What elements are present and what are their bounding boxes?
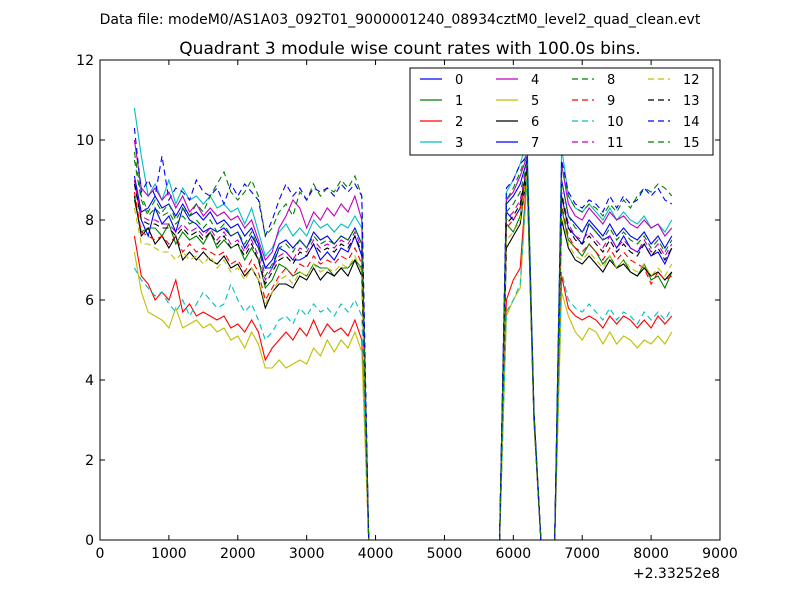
data-file-suptitle: Data file: modeM0/AS1A03_092T01_90000012…: [100, 12, 701, 28]
x-tick-label: 4000: [358, 546, 394, 562]
legend-item: 14: [648, 115, 700, 130]
legend-label: 6: [531, 115, 539, 130]
legend-item: 11: [572, 136, 624, 151]
legend-item: 7: [496, 136, 539, 151]
x-tick-label: 7000: [564, 546, 600, 562]
y-tick-label: 10: [76, 133, 94, 149]
x-tick-label: 6000: [496, 546, 532, 562]
y-tick-label: 2: [85, 453, 94, 469]
legend-item: 8: [572, 73, 615, 88]
y-tick-label: 4: [85, 373, 94, 389]
series-line-15: [133, 159, 673, 541]
x-offset-label: +2.33252e8: [633, 566, 720, 582]
legend-item: 3: [420, 136, 463, 151]
legend-label: 7: [531, 136, 539, 151]
x-tick-label: 1000: [151, 546, 187, 562]
x-tick-label: 5000: [427, 546, 463, 562]
legend-label: 1: [455, 94, 463, 109]
chart-title: Quadrant 3 module wise count rates with …: [179, 39, 640, 59]
legend-label: 11: [607, 136, 624, 151]
legend-label: 3: [455, 136, 463, 151]
legend-label: 8: [607, 73, 615, 88]
y-tick-label: 8: [85, 213, 94, 229]
legend-label: 12: [683, 73, 700, 88]
legend-item: 0: [420, 73, 463, 88]
legend-box: [409, 67, 714, 156]
legend-item: 5: [496, 94, 539, 109]
legend-label: 10: [607, 115, 624, 130]
y-tick-label: 6: [85, 293, 94, 309]
y-tick-label: 12: [76, 53, 94, 69]
legend-label: 5: [531, 94, 539, 109]
legend-item: 1: [420, 94, 463, 109]
x-tick-label: 9000: [702, 546, 738, 562]
legend-item: 13: [648, 94, 700, 109]
x-axis: 0 1000 2000 3000 4000 5000 6000 7000 8000 9000: [96, 60, 738, 562]
legend-label: 2: [455, 115, 463, 130]
legend-item: 9: [572, 94, 615, 109]
x-tick-label: 0: [96, 546, 105, 562]
legend-item: 15: [648, 136, 700, 151]
legend-label: 4: [531, 73, 539, 88]
legend-item: 4: [496, 73, 539, 88]
legend-item: 2: [420, 115, 463, 130]
legend-label: 14: [683, 115, 700, 130]
legend-label: 0: [455, 73, 463, 88]
x-tick-label: 3000: [289, 546, 325, 562]
x-tick-label: 2000: [220, 546, 256, 562]
series-line-11: [133, 163, 673, 541]
legend-item: 10: [572, 115, 624, 130]
legend-item: 6: [496, 115, 539, 130]
y-tick-label: 0: [85, 533, 94, 549]
legend-item: 12: [648, 73, 700, 88]
legend-label: 13: [683, 94, 700, 109]
x-tick-label: 8000: [633, 546, 669, 562]
legend-label: 15: [683, 136, 700, 151]
legend-label: 9: [607, 94, 615, 109]
